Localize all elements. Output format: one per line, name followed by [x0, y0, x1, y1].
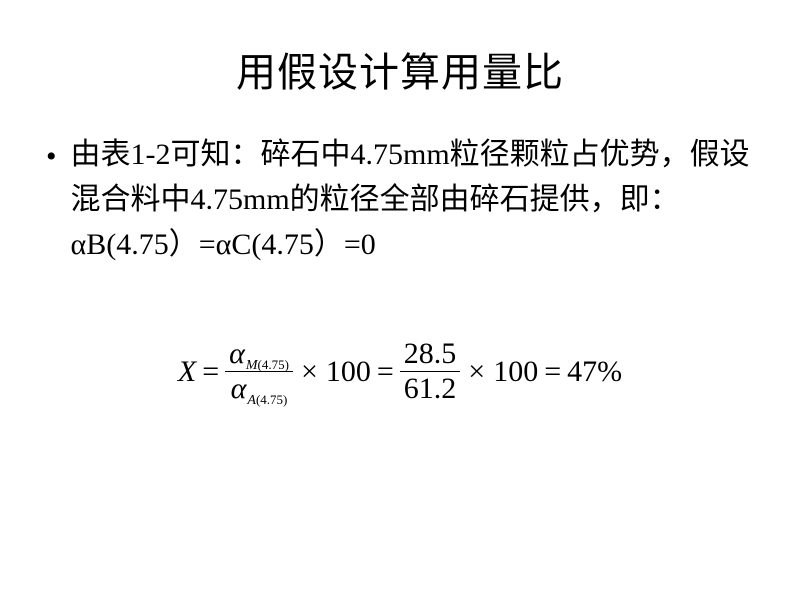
equation-line: X = α M(4.75) α A(4.75)	[178, 337, 622, 406]
fraction-numeric-den: 61.2	[400, 372, 461, 406]
bullet-item: • 由表1-2可知：碎石中4.75mm粒径颗粒占优势，假设混合料中4.75mm的…	[46, 132, 754, 267]
hundred-1: 100	[326, 355, 371, 389]
hundred-2: 100	[493, 355, 538, 389]
var-x: X	[178, 355, 196, 389]
alpha-m: α M(4.75)	[229, 339, 289, 369]
times-1: ×	[299, 355, 320, 389]
times-2: ×	[466, 355, 487, 389]
fraction-numeric-num: 28.5	[400, 337, 461, 371]
equation: X = α M(4.75) α A(4.75)	[40, 337, 760, 406]
alpha-a-sub: A(4.75)	[247, 393, 287, 408]
alpha-a: α A(4.75)	[231, 374, 288, 404]
fraction-alpha-den: α A(4.75)	[227, 372, 292, 406]
equals-3: =	[544, 355, 561, 389]
body-text: 由表1-2可知：碎石中4.75mm粒径颗粒占优势，假设混合料中4.75mm的粒径…	[71, 132, 754, 267]
equals-1: =	[202, 355, 219, 389]
alpha-m-sub-paren: (4.75)	[258, 357, 289, 372]
bullet-glyph: •	[46, 134, 57, 179]
alpha-m-sub-letter: M	[246, 358, 258, 373]
equals-2: =	[377, 355, 394, 389]
slide: 用假设计算用量比 • 由表1-2可知：碎石中4.75mm粒径颗粒占优势，假设混合…	[0, 0, 800, 600]
alpha-m-symbol: α	[229, 339, 245, 369]
result: 47%	[567, 355, 622, 389]
fraction-alpha: α M(4.75) α A(4.75)	[225, 337, 293, 406]
page-title: 用假设计算用量比	[40, 40, 760, 98]
alpha-m-sub: M(4.75)	[246, 358, 289, 373]
alpha-a-sub-paren: (4.75)	[256, 392, 287, 407]
fraction-alpha-num: α M(4.75)	[225, 337, 293, 371]
fraction-numeric: 28.5 61.2	[400, 337, 461, 406]
alpha-a-sub-letter: A	[247, 393, 256, 408]
alpha-a-symbol: α	[231, 374, 247, 404]
